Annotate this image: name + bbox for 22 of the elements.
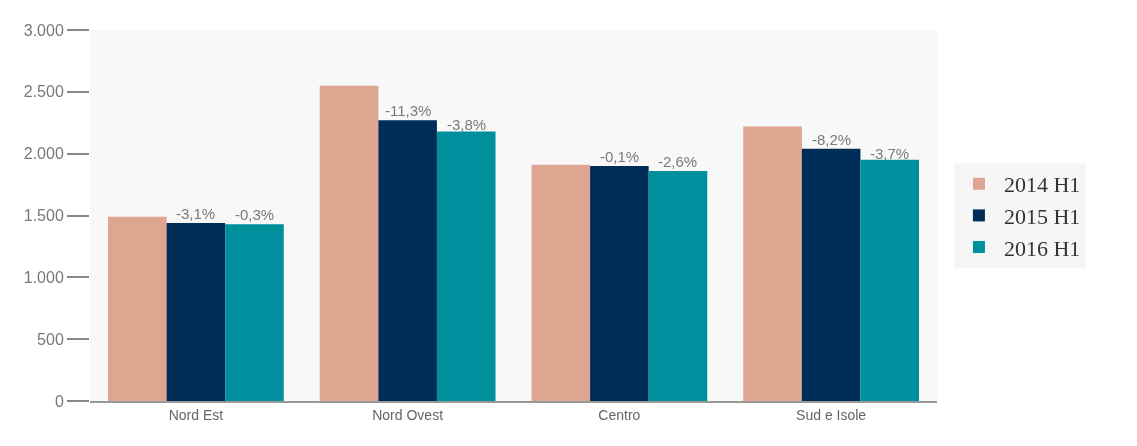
y-tick-label: 1.000 xyxy=(23,268,64,286)
annotation: -0,3% xyxy=(235,206,275,223)
annotation: -2,6% xyxy=(658,153,698,170)
y-tick-label: 0 xyxy=(54,392,64,410)
x-tick-label: Sud e Isole xyxy=(796,406,867,423)
x-tick-label: Nord Est xyxy=(168,406,224,423)
legend-label: 2016 H1 xyxy=(1003,235,1081,261)
annotation: -3,1% xyxy=(176,205,216,222)
y-tick-label: 2.000 xyxy=(23,145,64,163)
y-tick-label: 1.500 xyxy=(23,207,64,225)
annotation: -3,7% xyxy=(870,145,910,162)
y-tick-label: 2.500 xyxy=(23,83,64,101)
legend-label: 2015 H1 xyxy=(1003,203,1081,229)
y-tick-label: 3.000 xyxy=(23,21,64,39)
y-tick-label: 500 xyxy=(37,330,64,348)
x-tick-label: Centro xyxy=(598,406,641,423)
annotation: -0,1% xyxy=(600,148,640,165)
legend-label: 2014 H1 xyxy=(1003,172,1081,198)
annotation: -11,3% xyxy=(385,102,432,119)
annotation: -3,8% xyxy=(447,116,487,133)
x-tick-label: Nord Ovest xyxy=(372,406,444,423)
annotation: -8,2% xyxy=(812,131,852,148)
